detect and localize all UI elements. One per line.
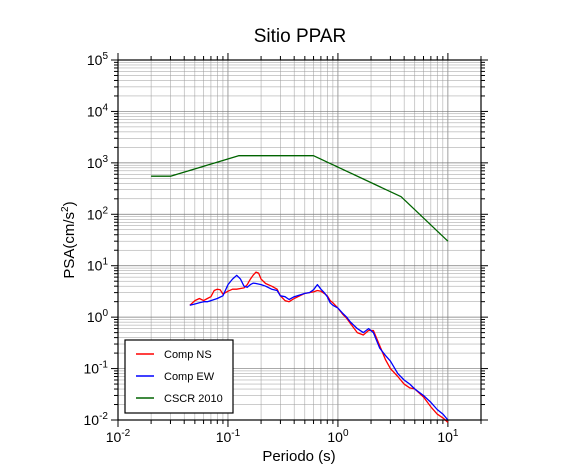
y-tick-label-exp: 1 — [102, 257, 108, 268]
y-tick-label: 10-2 — [84, 411, 109, 428]
y-tick-label: 100 — [87, 308, 109, 325]
y-tick-label-base: 10 — [87, 52, 103, 68]
x-axis-label: Periodo (s) — [262, 448, 335, 465]
legend-label-cscr: CSCR 2010 — [164, 393, 223, 405]
y-tick-label-exp: 0 — [102, 308, 108, 319]
series-line-2 — [151, 155, 449, 242]
y-tick-label-exp: -2 — [99, 411, 108, 422]
y-tick-label-exp: 3 — [102, 154, 108, 165]
y-tick-label: 101 — [87, 257, 109, 274]
y-axis-label-end: ) — [61, 201, 78, 206]
y-axis-label-sup: 2 — [60, 206, 71, 212]
y-tick-label-base: 10 — [87, 309, 103, 325]
y-axis-label: PSA(cm/s2) — [60, 201, 78, 278]
plot-grid — [117, 59, 482, 421]
y-tick-label-base: 10 — [87, 258, 103, 274]
y-tick-label-base: 10 — [84, 412, 100, 428]
y-tick-label: 102 — [87, 205, 109, 222]
y-tick-label-exp: 5 — [102, 51, 108, 62]
x-tick-label-base: 10 — [106, 429, 122, 445]
x-tick-label: 10-1 — [216, 428, 241, 445]
plot-frame — [117, 59, 482, 421]
y-tick-label-exp: 4 — [102, 102, 108, 113]
y-tick-label-base: 10 — [84, 361, 100, 377]
y-tick-label: 105 — [87, 51, 109, 68]
y-tick-label-exp: 2 — [102, 205, 108, 216]
series-line-1 — [189, 274, 449, 421]
y-tick-label: 103 — [87, 154, 109, 171]
x-tick-labels: 10-2 10-1 100 101 — [106, 428, 459, 445]
y-tick-label-base: 10 — [87, 155, 103, 171]
series-layer — [151, 155, 449, 423]
x-tick-label-exp: 1 — [453, 428, 459, 439]
x-tick-label-exp: -2 — [121, 428, 130, 439]
chart-title: Sitio PPAR — [254, 26, 347, 47]
y-tick-label: 104 — [87, 102, 109, 119]
legend: Comp NS Comp EW CSCR 2010 — [124, 339, 234, 414]
x-tick-label-base: 10 — [437, 429, 453, 445]
axis-ticks — [111, 53, 488, 427]
x-tick-label-exp: 0 — [343, 428, 349, 439]
x-tick-label: 10-2 — [106, 428, 131, 445]
y-tick-label-exp: -1 — [99, 360, 108, 371]
x-tick-label-base: 10 — [327, 429, 343, 445]
y-tick-label: 10-1 — [84, 360, 109, 377]
y-tick-label-base: 10 — [87, 206, 103, 222]
legend-label-ew: Comp EW — [164, 371, 215, 383]
x-tick-label-base: 10 — [216, 429, 232, 445]
x-tick-label: 101 — [437, 428, 459, 445]
x-tick-label: 100 — [327, 428, 349, 445]
y-tick-label-base: 10 — [87, 103, 103, 119]
legend-label-ns: Comp NS — [164, 349, 212, 361]
y-axis-label-base: PSA(cm/s — [61, 212, 78, 279]
x-tick-label-exp: -1 — [231, 428, 240, 439]
